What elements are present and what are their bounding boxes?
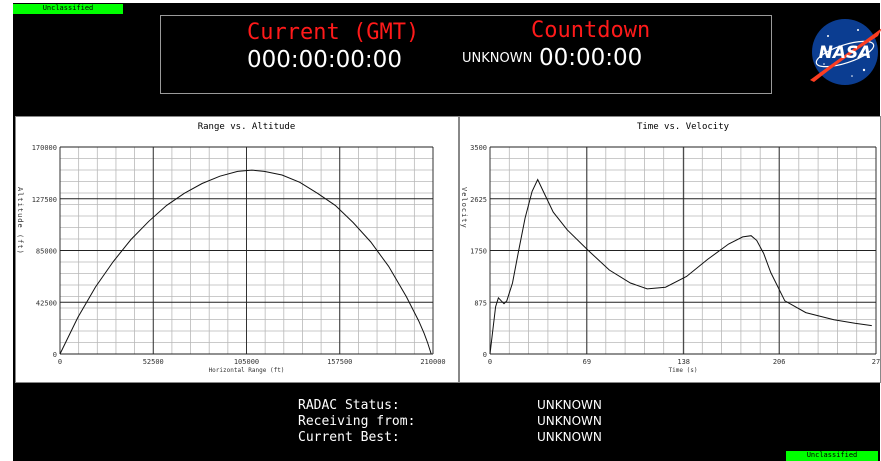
nasa-logo: NASA [806, 14, 881, 90]
y-tick-label: 1750 [470, 248, 487, 256]
x-tick-label: 138 [677, 358, 690, 366]
y-axis-label: Altitude (ft) [16, 187, 24, 255]
countdown-clock: 00:00:00 [539, 45, 643, 71]
y-tick-label: 3500 [470, 144, 487, 152]
time-panel: Current (GMT) 000:00:00:00 Countdown UNK… [160, 15, 772, 94]
x-axis-label: Time (s) [669, 367, 698, 374]
nasa-logo-text: NASA [819, 43, 872, 63]
time-velocity-chart: Time vs. Velocity 0 69 138 206 27 0 875 1750 2625… [459, 116, 881, 383]
y-tick-label: 875 [474, 299, 487, 307]
classification-banner-bottom: Unclassified [786, 451, 878, 461]
series-line [489, 178, 872, 355]
y-tick-label: 170000 [32, 144, 57, 152]
y-tick-label: 127500 [32, 196, 57, 204]
countdown-prefix: UNKNOWN [462, 51, 533, 66]
x-axis-label: Horizontal Range (ft) [209, 367, 285, 374]
receiving-from-label: Receiving from: [298, 414, 416, 429]
receiving-from-value: UNKNOWN [537, 414, 602, 428]
x-tick-label: 105000 [234, 358, 259, 366]
radac-status-label: RADAC Status: [298, 398, 400, 413]
y-tick-label: 2625 [470, 196, 487, 204]
current-best-value: UNKNOWN [537, 430, 602, 444]
y-tick-label: 42500 [36, 299, 57, 307]
x-tick-label: 69 [583, 358, 591, 366]
y-tick-label: 0 [53, 351, 57, 359]
classification-banner-top: Unclassified [13, 4, 123, 14]
x-tick-label: 0 [488, 358, 492, 366]
range-altitude-chart: Range vs. Altitude 0 52500 105000 157500 2100… [15, 116, 459, 383]
current-best-label: Current Best: [298, 430, 400, 445]
y-axis-label: Velocity [460, 187, 468, 229]
radac-status-value: UNKNOWN [537, 398, 602, 412]
x-tick-label: 27 [872, 358, 880, 366]
series-line [59, 169, 432, 355]
x-tick-label: 210000 [420, 358, 445, 366]
x-tick-label: 157500 [327, 358, 352, 366]
countdown-header: Countdown [531, 18, 651, 43]
x-tick-label: 206 [773, 358, 786, 366]
x-tick-label: 52500 [143, 358, 164, 366]
y-tick-label: 0 [483, 351, 487, 359]
chart-title: Range vs. Altitude [198, 122, 296, 132]
current-gmt-header: Current (GMT) [247, 20, 420, 45]
x-tick-label: 0 [58, 358, 62, 366]
y-tick-label: 85000 [36, 248, 57, 256]
chart-title: Time vs. Velocity [637, 122, 730, 132]
current-gmt-clock: 000:00:00:00 [247, 47, 402, 73]
